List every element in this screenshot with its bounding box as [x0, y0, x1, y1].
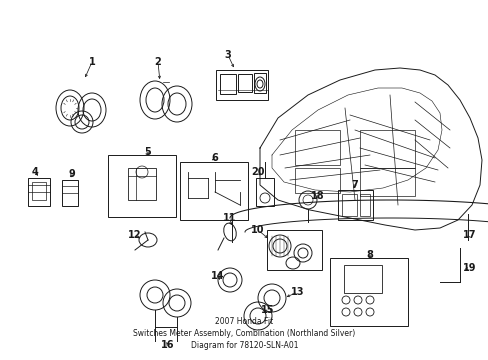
Text: 2007 Honda Fit
Switches Meter Assembly, Combination (Northland Silver)
Diagram f: 2007 Honda Fit Switches Meter Assembly, … — [133, 318, 355, 350]
Bar — [62, 180, 78, 206]
Text: 14: 14 — [211, 271, 224, 281]
Text: 11: 11 — [223, 213, 236, 223]
Bar — [343, 265, 381, 293]
Bar — [180, 162, 247, 220]
Bar — [128, 168, 156, 200]
Bar — [341, 194, 356, 216]
Bar — [32, 182, 46, 200]
Bar — [294, 130, 339, 165]
Bar — [253, 73, 265, 93]
Text: 13: 13 — [291, 287, 304, 297]
Text: 19: 19 — [462, 263, 476, 273]
Text: 6: 6 — [211, 153, 218, 163]
Text: 2: 2 — [154, 57, 161, 67]
Bar — [108, 155, 176, 217]
Bar — [337, 190, 372, 220]
Bar — [359, 194, 369, 216]
Text: 12: 12 — [128, 230, 142, 240]
Text: 16: 16 — [161, 340, 174, 350]
Bar — [256, 178, 273, 206]
Bar — [238, 74, 251, 92]
Bar — [359, 130, 414, 168]
Bar — [216, 70, 267, 100]
Text: 8: 8 — [366, 250, 373, 260]
Text: 15: 15 — [261, 305, 274, 315]
Bar — [28, 178, 50, 206]
Bar — [266, 230, 321, 270]
Text: 20: 20 — [251, 167, 264, 177]
Text: 5: 5 — [144, 147, 151, 157]
Bar — [294, 168, 339, 193]
Bar — [220, 74, 236, 94]
Text: 1: 1 — [88, 57, 95, 67]
Text: 7: 7 — [351, 180, 358, 190]
Text: 18: 18 — [310, 191, 324, 201]
Text: 4: 4 — [32, 167, 38, 177]
Bar — [359, 168, 414, 196]
Text: 17: 17 — [462, 230, 476, 240]
Text: 10: 10 — [251, 225, 264, 235]
Bar — [329, 258, 407, 326]
Text: 9: 9 — [68, 169, 75, 179]
Text: 3: 3 — [224, 50, 231, 60]
